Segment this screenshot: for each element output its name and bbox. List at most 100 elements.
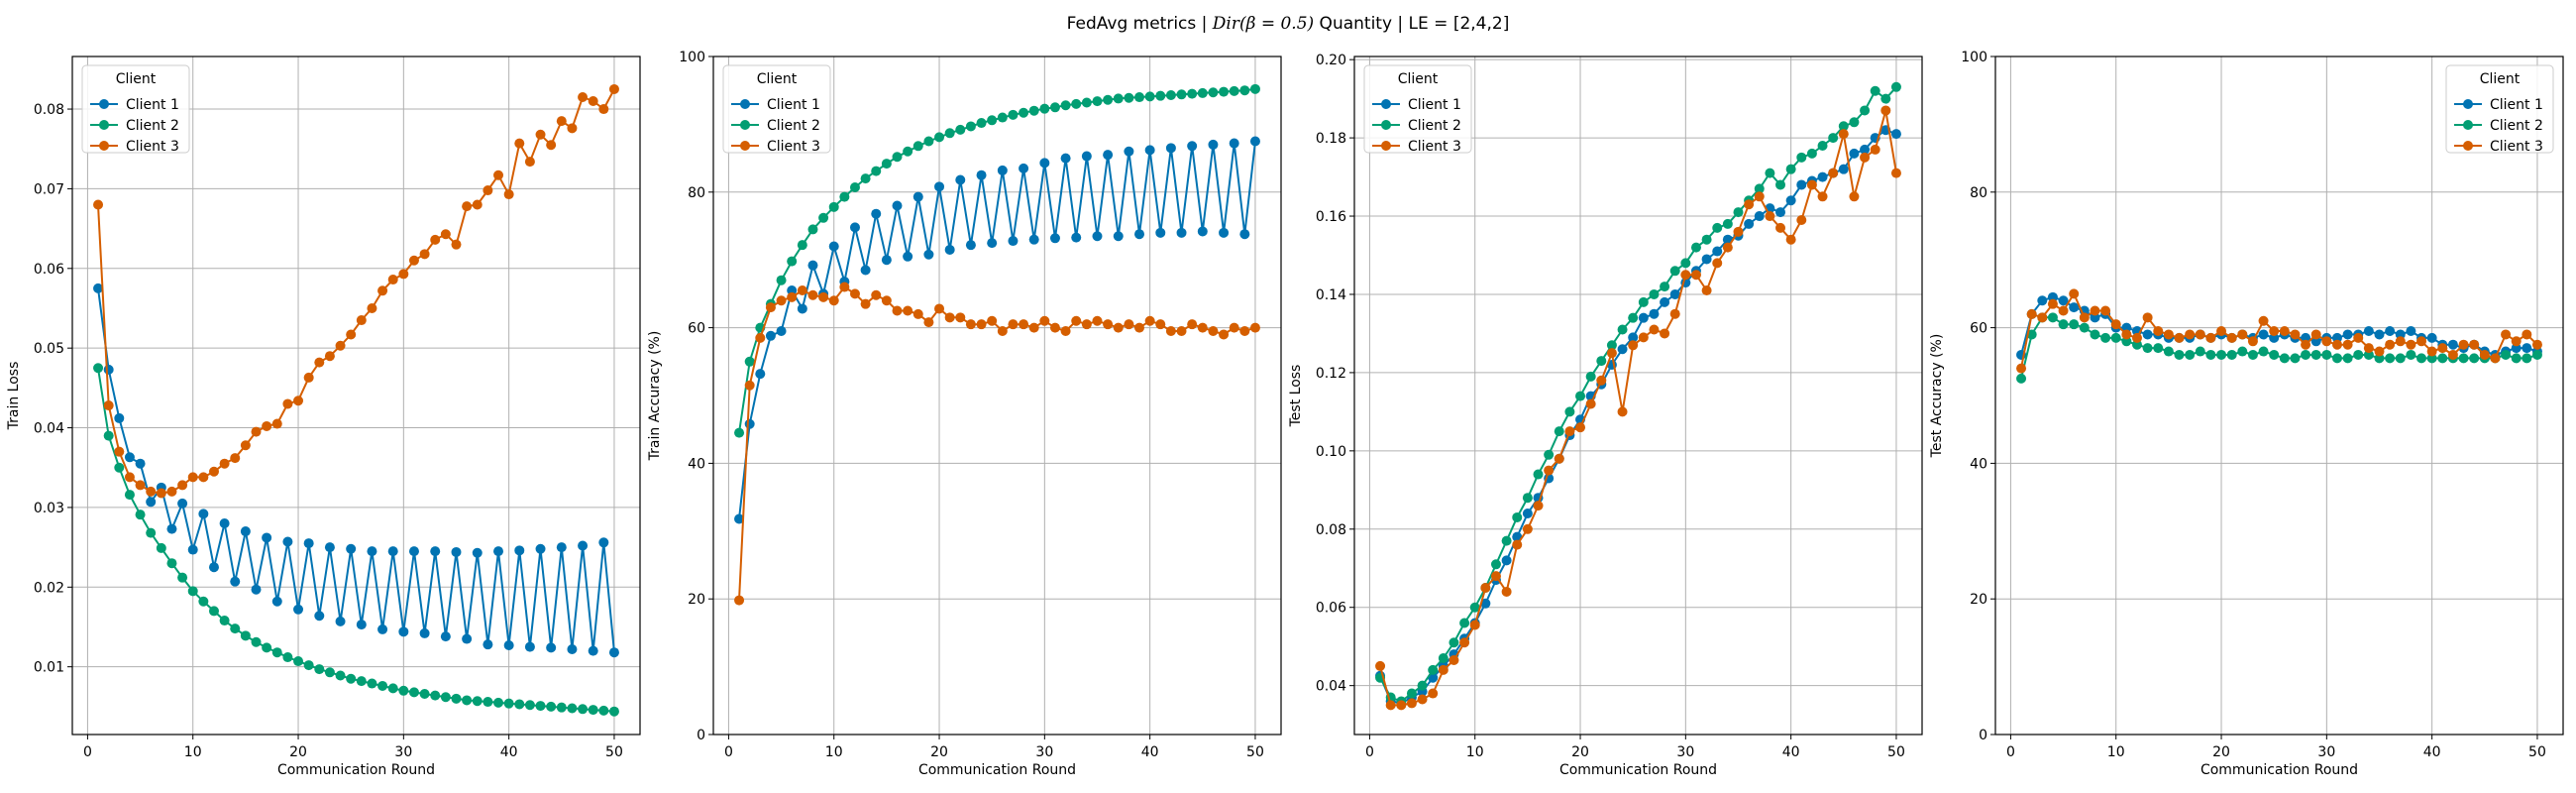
train-accuracy-point-c3-18 [912, 308, 923, 319]
test-loss-point-c2-25 [1628, 312, 1639, 323]
train-loss-ytick-label-1: 0.02 [34, 580, 64, 596]
train-accuracy-point-c2-14 [871, 166, 882, 176]
train-accuracy-point-c2-18 [912, 141, 923, 152]
train-accuracy-point-c3-34 [1081, 319, 1092, 330]
test-loss-point-c2-27 [1649, 288, 1660, 299]
train-accuracy-point-c1-31 [1049, 233, 1060, 244]
test-loss-point-c1-25 [1628, 332, 1639, 343]
test-accuracy-point-c2-1 [2016, 373, 2027, 384]
test-accuracy-point-c3-28 [2301, 339, 2311, 350]
test-accuracy-point-c2-12 [2131, 339, 2142, 350]
test-loss-point-c1-11 [1480, 598, 1491, 609]
test-accuracy-legend-marker-1 [2463, 99, 2473, 109]
train-loss-point-c2-49 [598, 705, 609, 716]
test-loss-point-c3-29 [1669, 308, 1680, 319]
train-loss-point-c2-39 [493, 697, 504, 708]
train-accuracy-legend-marker-1 [740, 99, 750, 109]
test-accuracy-xlabel: Communication Round [2200, 762, 2358, 778]
train-accuracy-point-c2-9 [818, 212, 829, 223]
train-accuracy-point-c2-32 [1060, 100, 1071, 111]
train-loss-legend-marker-1 [99, 99, 109, 109]
test-loss-point-c2-47 [1860, 105, 1871, 116]
train-loss-point-c1-46 [567, 643, 578, 654]
test-loss-point-c3-35 [1733, 226, 1744, 237]
train-accuracy-point-c1-12 [849, 222, 860, 233]
train-loss-legend-label-2: Client 2 [126, 118, 179, 134]
train-accuracy-point-c3-32 [1060, 326, 1071, 337]
test-loss-point-c1-29 [1669, 288, 1680, 299]
test-loss-point-c3-2 [1385, 700, 1396, 711]
train-loss-point-c2-43 [535, 701, 546, 712]
train-loss-point-c3-23 [324, 351, 335, 362]
test-loss-legend-marker-1 [1381, 99, 1391, 109]
train-accuracy-point-c1-22 [955, 174, 966, 185]
train-accuracy-point-c1-21 [944, 244, 955, 255]
test-accuracy-point-c1-37 [2395, 329, 2406, 340]
test-accuracy-point-c3-19 [2205, 332, 2216, 343]
test-loss-ytick-label-8: 0.20 [1316, 53, 1346, 68]
train-accuracy-point-c3-30 [1039, 315, 1050, 326]
train-accuracy-point-c3-33 [1071, 315, 1082, 326]
train-accuracy-point-c3-20 [934, 303, 945, 314]
test-accuracy-point-c3-16 [2174, 332, 2185, 343]
test-loss-point-c3-15 [1522, 523, 1533, 534]
train-accuracy-point-c3-40 [1144, 315, 1155, 326]
train-accuracy-point-c2-26 [997, 112, 1008, 123]
train-loss-point-c2-44 [546, 701, 557, 712]
test-accuracy-point-c2-21 [2226, 349, 2237, 360]
train-accuracy-point-c1-47 [1219, 227, 1230, 238]
test-loss-point-c3-47 [1860, 152, 1871, 163]
train-accuracy-point-c2-25 [987, 115, 998, 126]
train-accuracy-point-c1-30 [1039, 158, 1050, 169]
test-loss-point-c3-43 [1817, 191, 1828, 202]
test-accuracy-point-c1-36 [2385, 326, 2396, 337]
test-accuracy-point-c3-42 [2447, 349, 2458, 360]
train-accuracy-point-c1-48 [1229, 138, 1239, 149]
test-accuracy-ytick-label-0: 0 [1979, 728, 1987, 743]
train-loss-point-c1-31 [408, 546, 419, 557]
train-accuracy-point-c1-6 [787, 284, 798, 295]
test-loss-point-c2-33 [1712, 222, 1723, 233]
train-accuracy-point-c2-1 [734, 427, 745, 438]
test-loss-ylabel: Test Loss [1288, 365, 1304, 428]
test-loss-point-c1-24 [1617, 344, 1628, 355]
train-loss-point-c1-17 [262, 532, 272, 543]
train-loss-point-c2-36 [462, 695, 473, 706]
train-loss-xtick-label-2: 20 [289, 744, 307, 760]
test-loss-ytick-label-6: 0.16 [1316, 209, 1346, 225]
train-loss-point-c1-40 [503, 639, 514, 650]
train-loss-point-c1-5 [135, 458, 146, 469]
train-accuracy-point-c1-49 [1239, 229, 1250, 240]
train-accuracy-point-c2-7 [797, 240, 807, 251]
test-loss-point-c3-19 [1564, 426, 1575, 437]
train-accuracy-point-c3-3 [755, 332, 766, 343]
train-loss-point-c2-8 [166, 558, 177, 569]
train-loss-point-c1-35 [451, 546, 462, 557]
test-accuracy-xtick-label-5: 50 [2528, 744, 2546, 760]
train-accuracy-point-c2-34 [1081, 97, 1092, 108]
train-loss-point-c2-23 [324, 667, 335, 678]
test-loss-point-c3-4 [1406, 698, 1417, 709]
test-accuracy-point-c2-35 [2374, 353, 2385, 364]
test-accuracy-point-c3-32 [2342, 339, 2353, 350]
train-loss-point-c3-22 [314, 357, 325, 368]
train-loss-point-c1-13 [219, 518, 230, 529]
test-loss-point-c3-44 [1828, 168, 1839, 178]
train-loss-point-c3-14 [230, 453, 241, 464]
test-accuracy-point-c2-41 [2437, 353, 2448, 364]
train-loss-point-c1-4 [124, 452, 135, 463]
train-loss-point-c2-35 [451, 693, 462, 704]
test-accuracy-point-c2-7 [2079, 322, 2090, 333]
test-loss-point-c3-9 [1459, 637, 1470, 648]
train-accuracy-point-c1-45 [1197, 226, 1208, 237]
test-loss-point-c2-31 [1690, 242, 1701, 253]
train-accuracy-point-c3-47 [1219, 329, 1230, 340]
test-loss-xtick-label-5: 50 [1887, 744, 1905, 760]
test-loss-point-c3-12 [1490, 571, 1501, 582]
test-accuracy-point-c2-17 [2185, 349, 2196, 360]
train-accuracy-point-c3-31 [1049, 322, 1060, 333]
test-accuracy-point-c3-5 [2058, 305, 2069, 316]
train-accuracy-point-c1-42 [1165, 143, 1176, 154]
figure-title-prefix: FedAvg metrics | [1066, 14, 1213, 34]
train-accuracy-point-c3-23 [965, 319, 976, 330]
